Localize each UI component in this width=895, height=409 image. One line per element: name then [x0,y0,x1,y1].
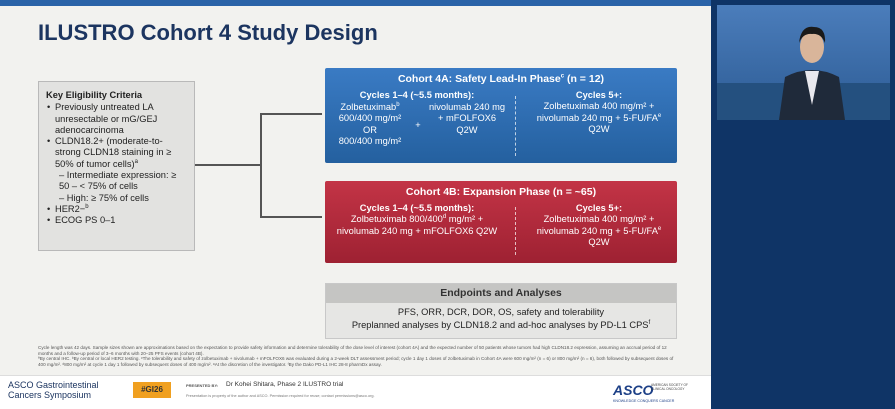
text: Q2W [588,236,610,247]
endpoints-body: PFS, ORR, DCR, DOR, OS, safety and toler… [326,303,676,332]
speaker-video [717,5,890,120]
cohort-4a-box: Cohort 4A: Safety Lead-In Phasec (n = 12… [325,68,677,163]
text: PFS, ORR, DCR, DOR, OS, safety and toler… [397,307,605,317]
speaker [717,26,890,120]
connector [260,113,262,217]
item-text: – High: ≥ 75% of cells [59,192,149,203]
text: Cancers Symposium [8,390,92,400]
col-heading: Cycles 1–4 (~5.5 months): [359,90,475,100]
slide-title: ILUSTRO Cohort 4 Study Design [38,20,378,45]
footnotes: Cycle length was 42 days. Sample sizes s… [38,345,678,367]
endpoints-heading: Endpoints and Analyses [326,284,676,303]
slide: ILUSTRO Cohort 4 Study Design Key Eligib… [0,0,711,409]
text: ªBy central IHC. ᵇBy central or local HE… [38,356,674,367]
presenter: Dr Kohei Shitara, Phase 2 ILUSTRO trial [226,381,344,388]
group: Zolbetuximab 400 mg/m² + nivolumab 240 m… [525,214,673,248]
cohort-4b-box: Cohort 4B: Expansion Phase (n = ~65) Cyc… [325,181,677,263]
permission: Presentation is property of the author a… [186,394,375,398]
text: Zolbetuximab 800/400 [350,214,443,225]
connector [260,216,322,218]
text: Zolbetuximab 400 mg/m² + nivolumab 240 m… [536,214,658,236]
text: e [657,225,662,232]
cycles-5: Cycles 5+: Zolbetuximab 400 mg/m² + nivo… [525,90,673,135]
text: b [396,101,400,108]
text: Cohort 4A: Safety Lead-In Phase [397,73,561,85]
text: OR [363,124,377,135]
item-text: ECOG PS 0–1 [55,215,116,226]
eligibility-subitem: – High: ≥ 75% of cells [55,193,187,204]
text: Zolbetuximab 400 mg/m² + nivolumab 240 m… [536,101,658,123]
footnote-ref: a [134,158,138,165]
divider [515,207,516,255]
combo: nivolumab 240 mg + mFOLFOX6 Q2W [429,102,505,135]
text: Cycle length was 42 days. Sample sizes s… [38,345,667,356]
cohort-title: Cohort 4B: Expansion Phase (n = ~65) [405,186,597,198]
asco-logo: ASCO [613,382,654,398]
divider [515,96,516,156]
shirt [805,71,819,105]
eligibility-item: ECOG PS 0–1 [47,215,187,227]
face [800,31,824,63]
text: Cycles 5+: [575,90,623,100]
hair [799,26,826,43]
footnote-ref: b [85,203,89,210]
meeting-logo: ASCO Gastrointestinal Cancers Symposium [8,380,99,400]
text: c [560,73,565,80]
cycles-1-4: Cycles 1–4 (~5.5 months): Zolbetuximab 8… [329,203,505,237]
eligibility-subitem: – Intermediate expression: ≥ 50 – < 75% … [55,170,187,193]
presented-by: PRESENTED BY: [186,383,219,388]
item-text: – Intermediate expression: ≥ 50 – < 75% … [59,170,177,192]
text: Preplanned analyses by CLDN18.2 and ad-h… [351,320,649,330]
text: ASCO Gastrointestinal [8,380,99,390]
eligibility-item: CLDN18.2+ (moderate-to-strong CLDN18 sta… [47,136,187,170]
item-text: Previously untreated LA unresectable or … [55,102,158,135]
text: Q2W [588,123,610,134]
item-text: CLDN18.2+ (moderate-to-strong CLDN18 sta… [55,136,172,169]
text: Zolbetuximab [340,102,397,112]
cohort-title: Cohort 4A: Safety Lead-In Phasec (n = 12… [325,68,677,85]
group: Zolbetuximab 800/400d mg/m² + nivolumab … [329,214,505,237]
group: Zolbetuximab 400 mg/m² + nivolumab 240 m… [525,101,673,135]
cycles-1-4: Cycles 1–4 (~5.5 months): Zolbetuximabb … [329,90,505,146]
eligibility-list: Previously untreated LA unresectable or … [46,102,187,227]
item-text: HER2− [55,203,86,214]
connector [260,113,322,115]
eligibility-item: Previously untreated LA unresectable or … [47,102,187,136]
top-bar [0,0,711,6]
eligibility-box: Key Eligibility Criteria Previously untr… [38,81,195,251]
text: f [648,319,651,326]
text: 600/400 mg/m² [338,113,402,124]
hashtag: #GI26 [133,382,171,398]
text: Cycles 5+: [575,203,623,213]
text: 800/400 mg/m² [338,135,402,146]
asco-name: AMERICAN SOCIETY OF CLINICAL ONCOLOGY [651,383,688,391]
text: e [657,112,662,119]
drug-doses: Zolbetuximabb 600/400 mg/m² OR 800/400 m… [329,102,411,147]
endpoints-box: Endpoints and Analyses PFS, ORR, DCR, DO… [325,283,677,339]
connector [195,164,261,166]
group: Preplanned analyses by CLDN18.2 and ad-h… [326,319,676,332]
group: Zolbetuximabb [329,102,411,113]
eligibility-item: HER2−b [47,203,187,216]
asco-tagline: KNOWLEDGE CONQUERS CANCER [613,399,675,403]
footer [0,375,711,409]
text: Cycles 1–4 (~5.5 months): [359,203,475,213]
text: (n = 12) [566,73,605,85]
cycles-5: Cycles 5+: Zolbetuximab 400 mg/m² + nivo… [525,203,673,248]
eligibility-heading: Key Eligibility Criteria [46,90,143,100]
text: d [442,214,447,221]
text: mg/m² + nivolumab 240 mg + mFOLFOX6 Q2W [336,214,498,236]
plus: + [415,120,421,130]
